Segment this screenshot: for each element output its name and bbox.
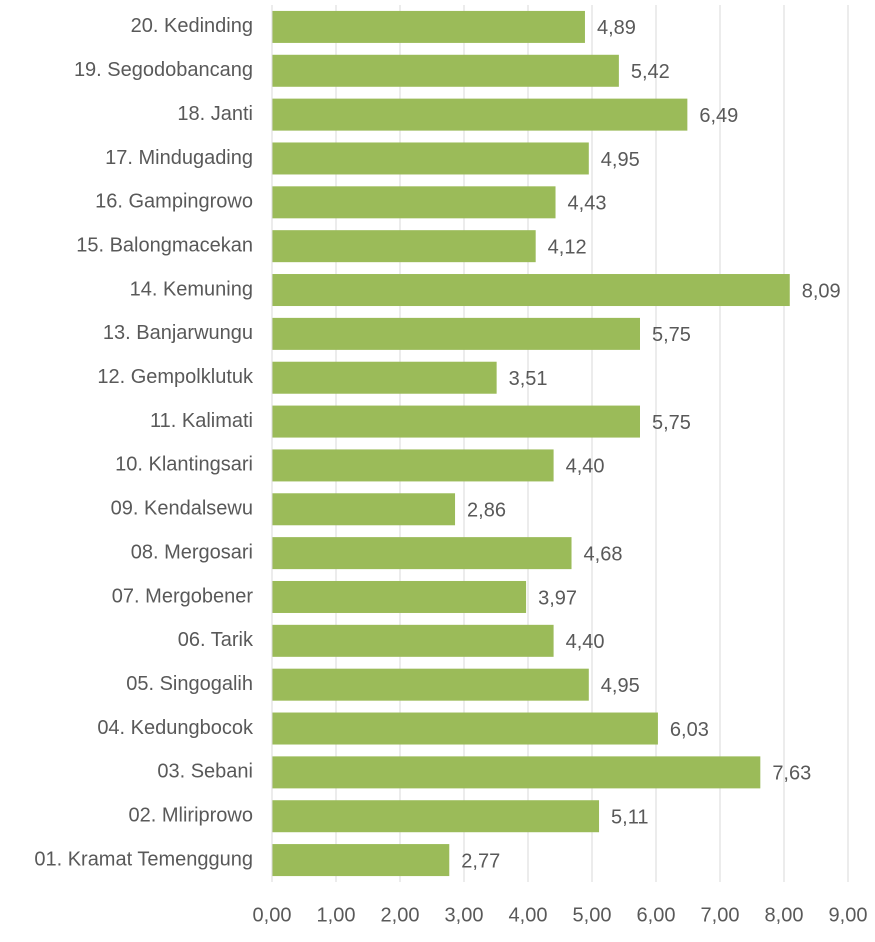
y-tick-label: 02. Mliriprowo bbox=[129, 805, 253, 827]
y-tick-label: 11. Kalimati bbox=[150, 410, 253, 432]
bar bbox=[272, 537, 572, 570]
bar bbox=[272, 54, 619, 87]
x-tick-label: 2,00 bbox=[381, 904, 420, 926]
bar bbox=[272, 274, 790, 307]
value-label: 4,95 bbox=[601, 675, 640, 697]
bar bbox=[272, 756, 761, 789]
bar bbox=[272, 230, 536, 263]
x-tick-label: 4,00 bbox=[509, 904, 548, 926]
value-label: 6,03 bbox=[670, 719, 709, 741]
value-label: 4,40 bbox=[566, 631, 605, 653]
y-tick-label: 10. Klantingsari bbox=[115, 454, 253, 476]
x-tick-label: 5,00 bbox=[573, 904, 612, 926]
bar bbox=[272, 449, 554, 482]
bar bbox=[272, 800, 600, 833]
x-tick-label: 1,00 bbox=[317, 904, 356, 926]
value-label: 3,97 bbox=[538, 587, 577, 609]
x-tick-label: 6,00 bbox=[637, 904, 676, 926]
x-tick-label: 8,00 bbox=[765, 904, 804, 926]
y-tick-label: 01. Kramat Temenggung bbox=[34, 848, 253, 870]
bar bbox=[272, 186, 556, 219]
bar bbox=[272, 712, 658, 745]
value-label: 5,42 bbox=[631, 61, 670, 83]
value-label: 4,95 bbox=[601, 149, 640, 171]
y-tick-label: 18. Janti bbox=[177, 103, 253, 125]
value-label: 6,49 bbox=[699, 105, 738, 127]
bar bbox=[272, 844, 450, 877]
value-label: 4,12 bbox=[548, 236, 587, 258]
x-tick-label: 7,00 bbox=[701, 904, 740, 926]
y-tick-label: 20. Kedinding bbox=[131, 15, 253, 37]
value-label: 4,43 bbox=[568, 193, 607, 215]
value-label: 8,09 bbox=[802, 280, 841, 302]
value-label: 4,89 bbox=[597, 17, 636, 39]
x-tick-label: 3,00 bbox=[445, 904, 484, 926]
y-tick-label: 14. Kemuning bbox=[130, 278, 253, 300]
value-label: 5,75 bbox=[652, 412, 691, 434]
value-label: 2,86 bbox=[467, 500, 506, 522]
bar bbox=[272, 361, 497, 394]
bar bbox=[272, 493, 456, 526]
value-label: 2,77 bbox=[461, 850, 500, 872]
bar bbox=[272, 668, 589, 701]
bar bbox=[272, 624, 554, 657]
value-label: 5,11 bbox=[611, 807, 648, 829]
value-label: 3,51 bbox=[509, 368, 548, 390]
y-tick-label: 04. Kedungbocok bbox=[97, 717, 254, 739]
y-tick-label: 15. Balongmacekan bbox=[76, 234, 253, 256]
bar bbox=[272, 98, 688, 131]
x-tick-label: 9,00 bbox=[829, 904, 868, 926]
y-tick-label: 19. Segodobancang bbox=[74, 59, 253, 81]
bar bbox=[272, 405, 640, 438]
y-tick-label: 08. Mergosari bbox=[131, 541, 253, 563]
x-tick-label: 0,00 bbox=[253, 904, 292, 926]
y-tick-label: 12. Gempolklutuk bbox=[97, 366, 254, 388]
value-label: 4,40 bbox=[566, 456, 605, 478]
value-label: 4,68 bbox=[584, 543, 623, 565]
y-tick-label: 09. Kendalsewu bbox=[111, 498, 253, 520]
y-tick-label: 16. Gampingrowo bbox=[95, 191, 253, 213]
bar bbox=[272, 10, 585, 43]
bar bbox=[272, 317, 640, 350]
y-tick-label: 06. Tarik bbox=[178, 629, 254, 651]
bar bbox=[272, 142, 589, 175]
y-tick-label: 13. Banjarwungu bbox=[103, 322, 253, 344]
y-tick-label: 07. Mergobener bbox=[112, 585, 254, 607]
value-label: 7,63 bbox=[772, 763, 811, 785]
bar bbox=[272, 580, 527, 613]
y-tick-label: 17. Mindugading bbox=[105, 147, 253, 169]
y-tick-label: 03. Sebani bbox=[157, 761, 253, 783]
value-label: 5,75 bbox=[652, 324, 691, 346]
y-tick-label: 05. Singogalih bbox=[126, 673, 253, 695]
